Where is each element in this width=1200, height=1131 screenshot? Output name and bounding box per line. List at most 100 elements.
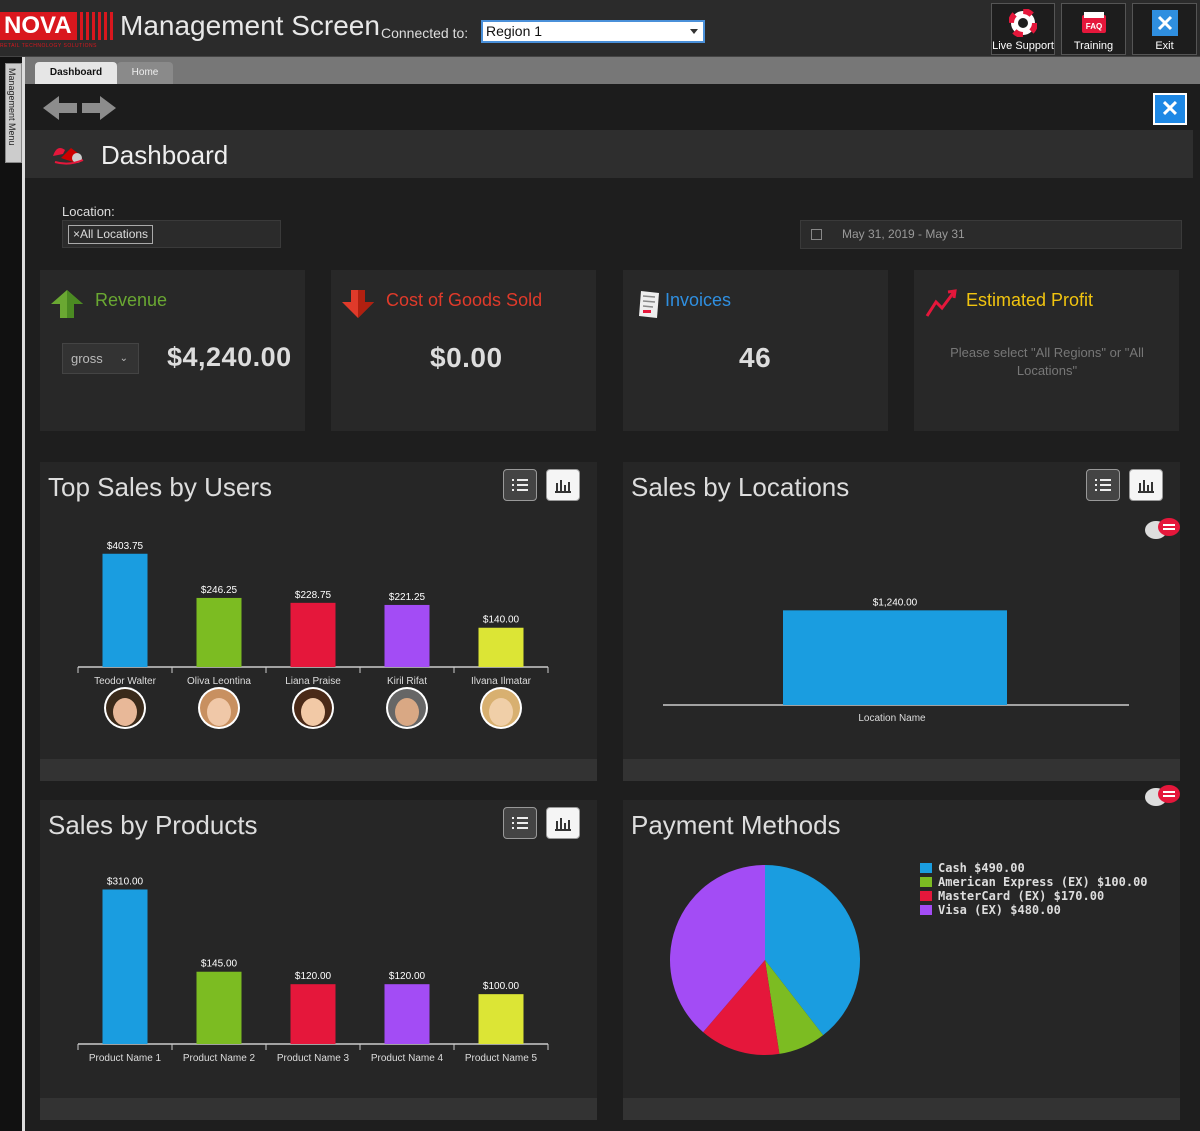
tab-home[interactable]: Home	[117, 62, 173, 84]
bar[interactable]	[196, 597, 242, 667]
category-label: Kiril Rifat	[387, 676, 427, 687]
panel-footer	[623, 1098, 1180, 1120]
pie-slice[interactable]	[703, 960, 780, 1055]
down-arrow-icon	[342, 290, 374, 318]
close-icon: ✕	[1160, 96, 1180, 121]
legend-label: Cash $490.00	[938, 861, 1025, 875]
revenue-type-select[interactable]: gross ⌄	[62, 343, 139, 374]
bar-value-label: $140.00	[483, 615, 520, 626]
invoices-value: 46	[739, 342, 772, 373]
category-label: Product Name 2	[183, 1053, 256, 1064]
bar[interactable]	[196, 971, 242, 1044]
products-title: Sales by Products	[48, 810, 258, 840]
chat-icon[interactable]	[1143, 782, 1183, 810]
bar[interactable]	[478, 627, 524, 667]
revenue-title: Revenue	[95, 290, 168, 310]
legend-label: MasterCard (EX) $170.00	[938, 889, 1104, 903]
region-select[interactable]: Region 1	[481, 20, 705, 43]
faq-book-icon: FAQ	[1081, 12, 1106, 33]
panel-footer	[40, 759, 597, 781]
bar[interactable]	[102, 889, 148, 1044]
region-select-value: Region 1	[486, 23, 543, 39]
bar[interactable]	[478, 994, 524, 1044]
legend-label: American Express (EX) $100.00	[938, 875, 1148, 889]
date-range-picker[interactable]: May 31, 2019 - May 31	[800, 220, 1182, 249]
logo-tagline: RETAIL TECHNOLOGY SOLUTIONS	[0, 43, 97, 49]
bar-value-label: $246.25	[201, 585, 238, 596]
chip-remove-icon[interactable]: ×	[73, 227, 81, 241]
chat-icon[interactable]	[1143, 515, 1183, 543]
exit-button[interactable]: Exit	[1132, 3, 1197, 55]
training-label: Training	[1073, 40, 1114, 52]
products-chart: $310.00 Product Name 1 $145.00 Product Name…	[77, 876, 549, 1064]
app-title: Management Screen	[120, 10, 380, 41]
nova-logo: NOVA RETAIL TECHNOLOGY SOLUTIONS	[0, 10, 116, 50]
management-menu-label: Management Menu	[7, 68, 17, 146]
top-users-title: Top Sales by Users	[48, 472, 272, 502]
category-label: Liana Praise	[285, 676, 341, 687]
bar-chart-icon	[555, 480, 571, 493]
revenue-type-value: gross	[71, 351, 103, 366]
cogs-value: $0.00	[430, 342, 503, 373]
pie-slice[interactable]	[765, 865, 861, 1036]
bar-value-label: $1,240.00	[873, 597, 918, 608]
category-label: Product Name 4	[371, 1053, 444, 1064]
legend-swatch	[920, 905, 932, 915]
pie-slice[interactable]	[670, 865, 765, 1033]
location-chip: ×All Locations	[68, 225, 154, 244]
panel-footer	[623, 759, 1180, 781]
sales-by-products-panel: Sales by Products $310.00 Product Name 1 $…	[40, 800, 597, 1120]
cogs-title: Cost of Goods Sold	[386, 290, 543, 310]
bar[interactable]	[384, 984, 430, 1044]
panel-footer	[40, 1098, 597, 1120]
training-button[interactable]: FAQ Training	[1061, 3, 1126, 55]
list-view-button[interactable]	[1086, 469, 1120, 501]
exit-label: Exit	[1155, 40, 1174, 52]
chart-view-button[interactable]	[546, 469, 580, 501]
bar-value-label: $221.25	[389, 592, 426, 603]
chart-view-button[interactable]	[1129, 469, 1163, 501]
forward-arrow-icon[interactable]	[80, 94, 118, 122]
pie-slice[interactable]	[765, 960, 824, 1054]
back-arrow-icon[interactable]	[41, 94, 79, 122]
bar-value-label: $403.75	[107, 541, 144, 552]
category-label: Product Name 3	[277, 1053, 350, 1064]
logo-stripes	[74, 12, 114, 40]
live-support-button[interactable]: Live Support	[991, 3, 1055, 55]
sales-by-locations-panel: Sales by Locations $1,240.00 Location Nam…	[623, 462, 1180, 781]
bar[interactable]	[290, 602, 336, 667]
bar-chart-icon	[1138, 480, 1154, 493]
close-page-button[interactable]: ✕	[1153, 93, 1187, 125]
user-avatar	[386, 687, 428, 729]
tab-dashboard[interactable]: Dashboard	[35, 62, 117, 84]
revenue-card: Revenue gross ⌄ $4,240.00	[40, 270, 305, 431]
invoice-icon	[639, 291, 659, 318]
category-label: Product Name 1	[89, 1053, 162, 1064]
list-view-button[interactable]	[503, 807, 537, 839]
bar[interactable]	[783, 610, 1007, 705]
list-icon	[512, 479, 528, 491]
list-icon	[512, 817, 528, 829]
profit-title: Estimated Profit	[966, 290, 1094, 310]
top-sales-by-users-panel: Top Sales by Users $403.75 Teodor Walter $…	[40, 462, 597, 781]
bar[interactable]	[290, 984, 336, 1044]
chevron-down-icon: ⌄	[119, 353, 128, 364]
management-menu-toggle[interactable]: Management Menu	[5, 63, 22, 163]
location-chip-label: All Locations	[80, 227, 149, 241]
bar-value-label: $228.75	[295, 590, 332, 601]
user-avatar	[480, 687, 522, 729]
list-view-button[interactable]	[503, 469, 537, 501]
bar-value-label: $120.00	[389, 971, 426, 982]
tab-bar: Dashboard Home	[25, 57, 1200, 84]
side-menu-strip: Management Menu	[0, 57, 24, 1131]
chart-view-button[interactable]	[546, 807, 580, 839]
location-select[interactable]: ×All Locations	[62, 220, 281, 248]
locations-title: Sales by Locations	[631, 472, 850, 502]
user-avatar	[292, 687, 334, 729]
bar-value-label: $310.00	[107, 876, 144, 887]
bar[interactable]	[384, 604, 430, 667]
location-label: Location:	[62, 204, 115, 219]
bar[interactable]	[102, 553, 148, 667]
chevron-down-icon	[690, 29, 698, 34]
